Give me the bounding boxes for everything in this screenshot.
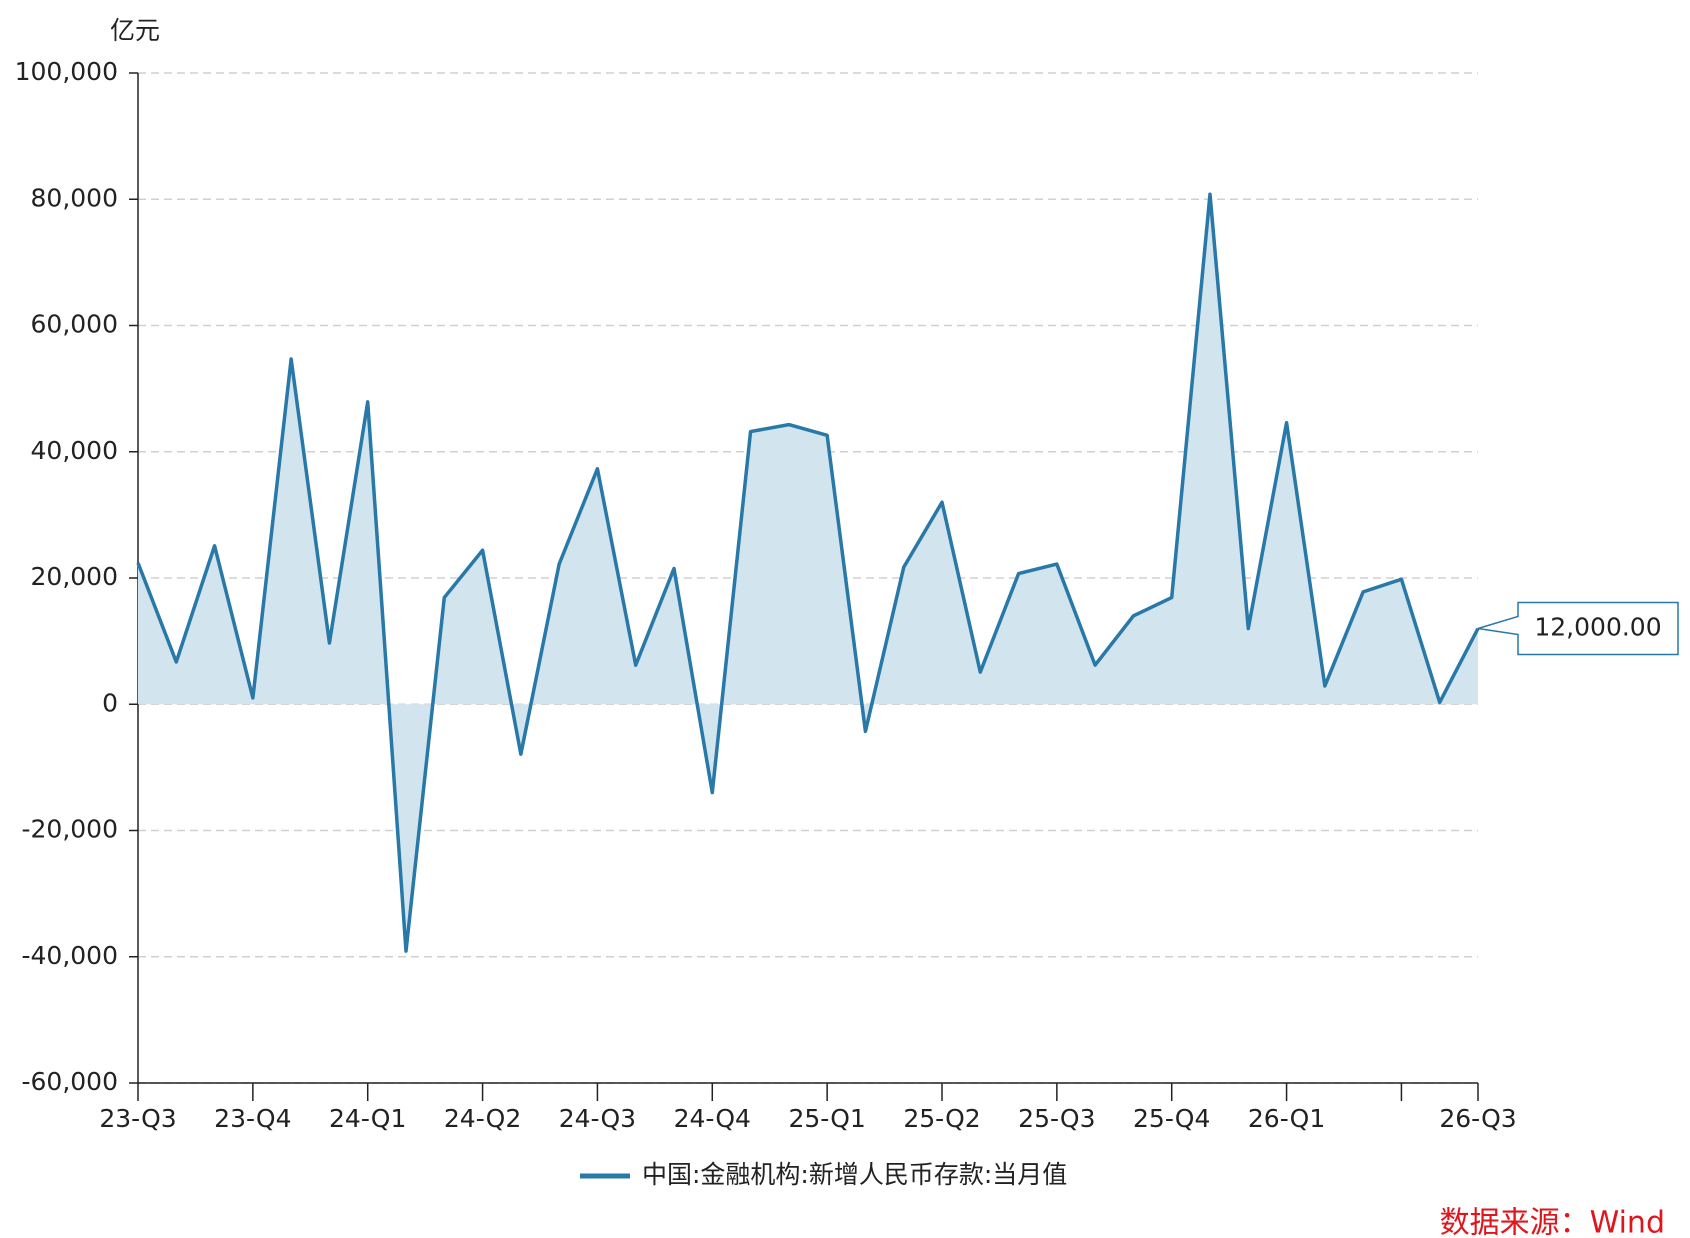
y-tick-label: 40,000 xyxy=(31,436,118,465)
callout-box xyxy=(1477,601,1679,656)
y-tick-label: 80,000 xyxy=(31,183,118,212)
x-tick-label: 24-Q1 xyxy=(329,1104,406,1133)
x-tick-label: 26-Q3 xyxy=(1439,1104,1516,1133)
x-tick-label: 24-Q4 xyxy=(674,1104,751,1133)
x-tick-label: 25-Q2 xyxy=(903,1104,980,1133)
x-tick-label: 24-Q3 xyxy=(559,1104,636,1133)
x-tick-label: 26-Q1 xyxy=(1248,1104,1325,1133)
area-fill xyxy=(138,194,1478,952)
x-tick-label: 24-Q2 xyxy=(444,1104,521,1133)
y-tick-label: 60,000 xyxy=(31,310,118,339)
x-tick-label: 25-Q4 xyxy=(1133,1104,1210,1133)
legend-label: 中国:金融机构:新增人民币存款:当月值 xyxy=(642,1160,1067,1189)
x-tick-label: 25-Q3 xyxy=(1018,1104,1095,1133)
y-tick-label: 20,000 xyxy=(31,562,118,591)
x-tick-label: 23-Q3 xyxy=(99,1104,176,1133)
line xyxy=(136,192,1480,953)
x-tick-label: 23-Q4 xyxy=(214,1104,291,1133)
y-tick-label: 0 xyxy=(102,688,118,717)
y-tick-label: 100,000 xyxy=(15,57,118,86)
source-note: 数据来源：Wind xyxy=(1440,1206,1665,1238)
data-label: 12,000.00 xyxy=(1534,613,1661,642)
unit-label: 亿元 xyxy=(110,16,160,45)
x-tick-label: 25-Q1 xyxy=(788,1104,865,1133)
y-tick-label: -20,000 xyxy=(22,815,119,844)
y-tick-label: -60,000 xyxy=(22,1067,119,1096)
y-tick-label: -40,000 xyxy=(22,941,119,970)
